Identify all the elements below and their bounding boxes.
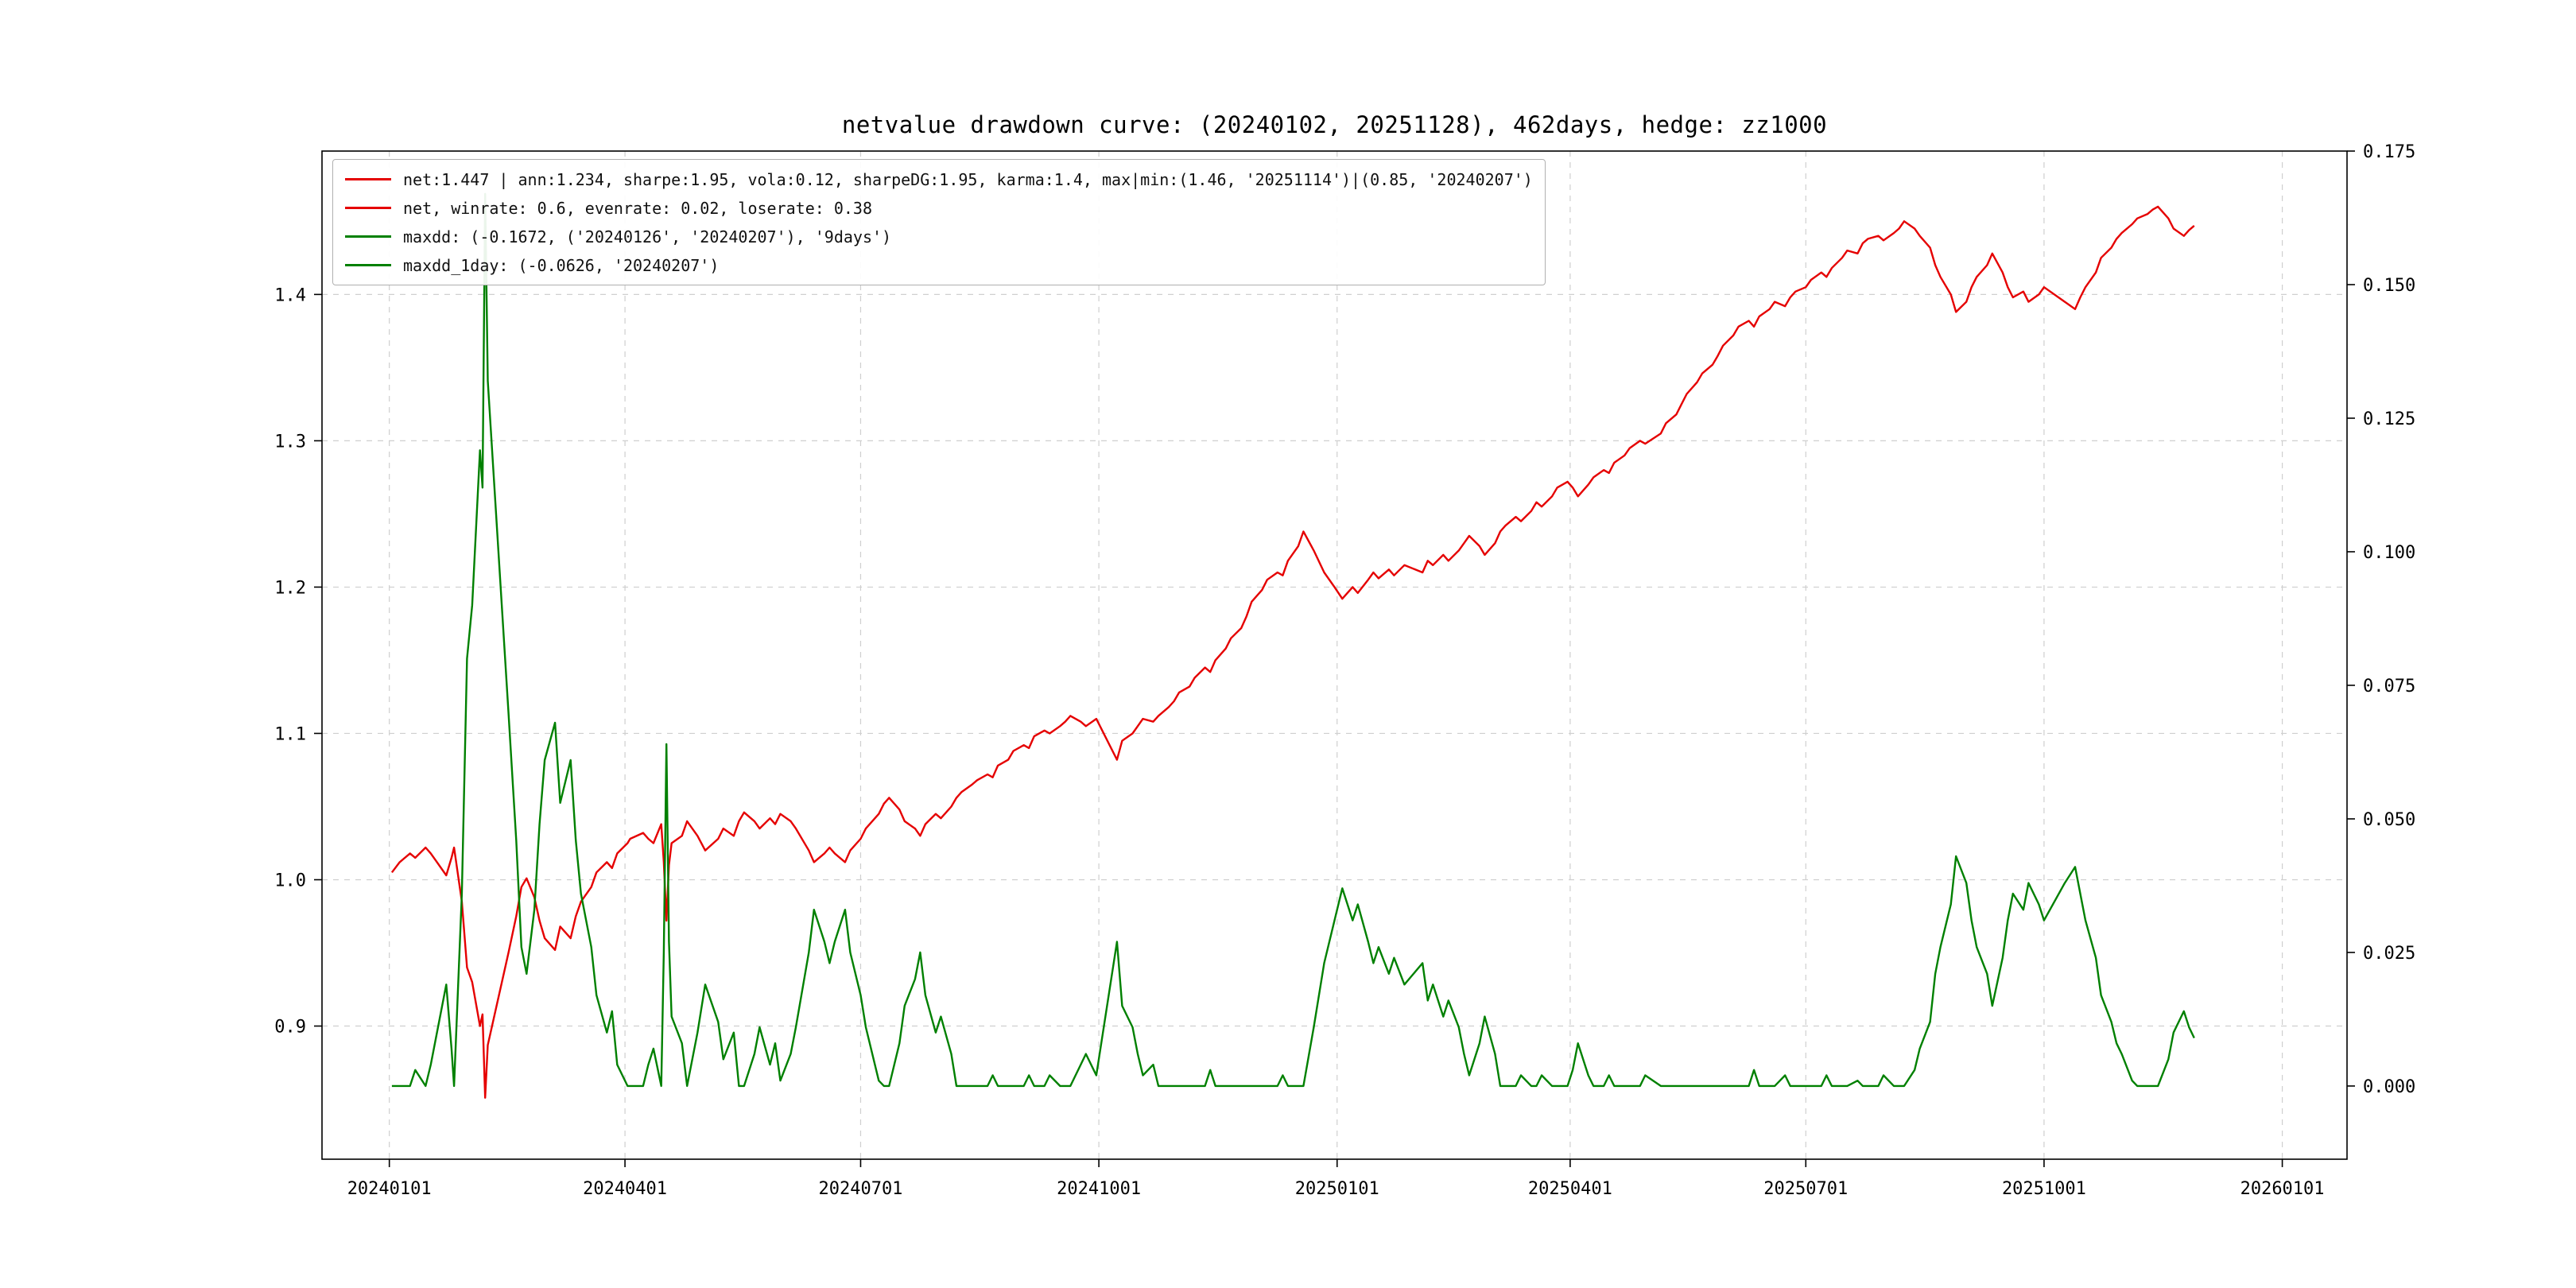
legend-label: net, winrate: 0.6, evenrate: 0.02, loser… <box>403 198 873 218</box>
x-tick-label: 20250401 <box>1528 1179 1612 1199</box>
x-tick-label: 20240401 <box>583 1179 667 1199</box>
y-left-tick-label: 1.1 <box>274 724 306 744</box>
x-tick-label: 20250101 <box>1295 1179 1379 1199</box>
legend-line-swatch <box>345 207 391 209</box>
y-right-tick-label: 0.000 <box>2363 1077 2415 1097</box>
series-drawdown-line <box>391 192 2195 1088</box>
legend-item-0: net:1.447 | ann:1.234, sharpe:1.95, vola… <box>345 167 1533 192</box>
chart-legend: net:1.447 | ann:1.234, sharpe:1.95, vola… <box>332 159 1546 285</box>
y-right-tick-label: 0.175 <box>2363 142 2415 162</box>
x-tick-label: 20251001 <box>2002 1179 2086 1199</box>
plot-border <box>321 150 2348 1160</box>
x-tick-label: 20240701 <box>818 1179 902 1199</box>
y-left-tick-label: 1.0 <box>274 871 306 890</box>
legend-item-3: maxdd_1day: (-0.0626, '20240207') <box>345 253 1533 277</box>
y-right-tick-label: 0.125 <box>2363 409 2415 429</box>
x-tick-label: 20260101 <box>2240 1179 2325 1199</box>
y-right-tick-label: 0.025 <box>2363 944 2415 964</box>
y-right-tick-label: 0.050 <box>2363 810 2415 830</box>
y-right-tick-label: 0.075 <box>2363 677 2415 696</box>
legend-item-1: net, winrate: 0.6, evenrate: 0.02, loser… <box>345 196 1533 220</box>
legend-label: maxdd: (-0.1672, ('20240126', '20240207'… <box>403 227 892 246</box>
y-left-tick-label: 1.2 <box>274 578 306 598</box>
legend-item-2: maxdd: (-0.1672, ('20240126', '20240207'… <box>345 224 1533 249</box>
y-right-tick-label: 0.150 <box>2363 276 2415 296</box>
y-left-tick-label: 1.3 <box>274 432 306 452</box>
x-tick-label: 20250701 <box>1763 1179 1848 1199</box>
y-right-tick-label: 0.100 <box>2363 543 2415 563</box>
x-tick-label: 20241001 <box>1057 1179 1141 1199</box>
legend-line-swatch <box>345 235 391 238</box>
y-left-tick-label: 1.4 <box>274 285 306 305</box>
legend-line-swatch <box>345 264 391 266</box>
series-net-line <box>390 205 2195 1099</box>
x-tick-label: 20240101 <box>347 1179 432 1199</box>
chart-title: netvalue drawdown curve: (20240102, 2025… <box>841 111 1828 138</box>
legend-line-swatch <box>345 178 391 180</box>
y-left-tick-label: 0.9 <box>274 1018 306 1038</box>
legend-label: maxdd_1day: (-0.0626, '20240207') <box>403 255 720 275</box>
legend-label: net:1.447 | ann:1.234, sharpe:1.95, vola… <box>403 169 1533 189</box>
